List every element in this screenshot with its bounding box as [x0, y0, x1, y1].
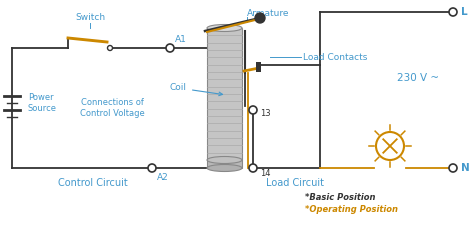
Text: L: L [461, 7, 468, 17]
Text: A1: A1 [175, 35, 187, 44]
Text: 13: 13 [260, 109, 271, 118]
Circle shape [249, 106, 257, 114]
Circle shape [449, 8, 457, 16]
Text: A2: A2 [157, 173, 169, 183]
Circle shape [376, 132, 404, 160]
Bar [207, 160, 242, 168]
Text: Load Circuit: Load Circuit [266, 178, 324, 188]
Ellipse shape [207, 164, 242, 172]
Circle shape [255, 13, 265, 23]
Bar [207, 28, 242, 160]
Text: 14: 14 [260, 168, 271, 177]
Text: Coil: Coil [170, 83, 222, 96]
Text: Connections of
Control Voltage: Connections of Control Voltage [80, 98, 145, 118]
Circle shape [449, 164, 457, 172]
Text: Switch: Switch [75, 13, 105, 23]
Ellipse shape [207, 24, 242, 31]
Circle shape [108, 46, 112, 51]
Text: Control Circuit: Control Circuit [58, 178, 128, 188]
Text: 230 V ~: 230 V ~ [397, 73, 439, 83]
Text: *Basic Position: *Basic Position [305, 192, 375, 201]
Bar [256, 62, 261, 72]
Text: Load Contacts: Load Contacts [303, 52, 367, 62]
Text: *Operating Position: *Operating Position [305, 205, 398, 215]
Text: Power
Source: Power Source [28, 93, 57, 113]
Text: Armature: Armature [247, 8, 290, 17]
Circle shape [148, 164, 156, 172]
Circle shape [166, 44, 174, 52]
Ellipse shape [207, 157, 242, 164]
Text: N: N [461, 163, 470, 173]
Circle shape [249, 164, 257, 172]
